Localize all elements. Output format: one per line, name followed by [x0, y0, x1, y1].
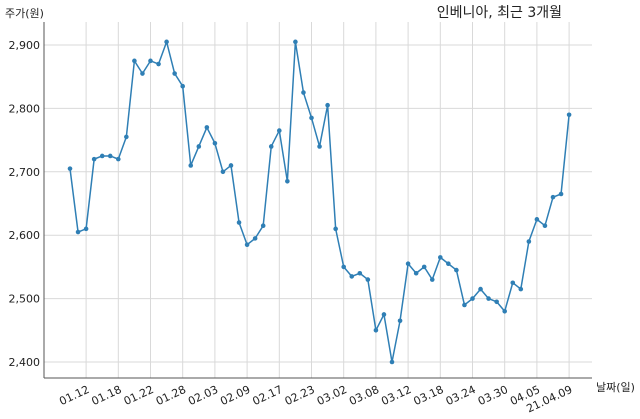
series-layer [67, 39, 572, 365]
data-point [550, 194, 556, 200]
data-point [454, 267, 459, 273]
data-point [534, 217, 540, 222]
data-point [91, 156, 97, 162]
x-axis-label: 날짜(일) [596, 380, 635, 394]
data-point [478, 286, 483, 292]
data-point [486, 296, 491, 301]
data-point [268, 144, 274, 149]
data-point [99, 153, 105, 159]
y-tick-label: 2,900 [9, 39, 41, 52]
data-point [164, 39, 169, 45]
data-point [413, 270, 419, 276]
data-point [309, 115, 314, 121]
data-point [196, 144, 202, 149]
data-point [494, 299, 499, 305]
y-tick-label: 2,800 [9, 102, 41, 115]
x-tick-labels: 01.1201.1801.2201.2802.0302.0902.1702.23… [57, 383, 574, 415]
data-point [140, 71, 145, 76]
data-point [285, 179, 290, 184]
data-point [236, 220, 242, 225]
data-point [542, 223, 548, 228]
data-point [341, 264, 347, 270]
x-tick-label: 02.17 [251, 383, 285, 408]
data-point [349, 274, 355, 279]
data-point [75, 229, 81, 235]
data-point [333, 226, 338, 232]
data-point [124, 134, 129, 140]
data-point [421, 264, 427, 270]
x-tick-label: 01.22 [122, 383, 156, 408]
x-tick-label: 03.24 [444, 383, 478, 408]
data-point [470, 296, 475, 301]
data-point [438, 255, 443, 260]
data-point [172, 71, 177, 76]
y-tick-labels: 2,400 2,500 2,600 2,700 2,800 2,900 [9, 39, 41, 369]
data-point [204, 125, 210, 130]
y-tick-label: 2,700 [9, 166, 41, 179]
data-point [462, 302, 467, 308]
data-point [156, 61, 161, 67]
y-tick-label: 2,600 [9, 229, 41, 242]
y-gridlines [44, 44, 592, 363]
data-point [252, 236, 258, 241]
data-point [357, 270, 363, 276]
y-tick-label: 2,400 [9, 356, 41, 369]
data-point [518, 286, 524, 292]
series-line [69, 41, 570, 363]
data-point [510, 280, 516, 286]
x-tick-label: 03.12 [379, 383, 413, 408]
data-point [446, 261, 451, 267]
data-point [566, 112, 572, 118]
data-point [83, 226, 89, 232]
x-tick-label: 02.03 [186, 383, 220, 408]
data-point [381, 312, 387, 317]
data-point [116, 156, 121, 162]
data-point [107, 153, 113, 159]
x-tick-label: 01.12 [57, 383, 91, 408]
data-point [405, 261, 411, 267]
data-point [317, 144, 322, 149]
axis-lines [43, 22, 592, 379]
chart-title: 인베니아, 최근 3개월 [437, 5, 562, 21]
data-point [301, 90, 306, 95]
x-tick-label: 03.08 [347, 383, 381, 408]
data-point [502, 308, 508, 314]
data-point [365, 277, 371, 282]
data-point [67, 166, 73, 171]
data-point [429, 277, 435, 282]
data-point [325, 102, 330, 108]
x-tick-label: 01.18 [90, 383, 124, 408]
x-tick-label: 02.09 [218, 383, 252, 408]
y-tick-label: 2,500 [9, 293, 41, 306]
data-point [397, 318, 403, 324]
y-axis-label: 주가(원) [5, 7, 44, 20]
data-point [558, 191, 564, 197]
data-point [188, 163, 194, 168]
data-point [389, 359, 395, 365]
data-point [180, 83, 185, 89]
data-point [228, 163, 234, 168]
x-tick-label: 03.30 [476, 383, 510, 408]
x-tick-label: 03.18 [412, 383, 446, 408]
x-tick-label: 01.28 [154, 383, 188, 408]
data-point [526, 239, 532, 244]
data-point [373, 328, 379, 333]
x-tick-label: 03.02 [315, 383, 349, 408]
x-tick-label: 02.23 [283, 383, 317, 408]
data-point [277, 128, 282, 133]
data-point [260, 223, 266, 228]
data-point [132, 58, 137, 64]
x-gridlines [85, 22, 570, 378]
data-point [212, 140, 218, 146]
data-point [148, 58, 153, 64]
data-point [220, 169, 226, 175]
data-point [244, 242, 250, 248]
data-point [293, 39, 298, 45]
